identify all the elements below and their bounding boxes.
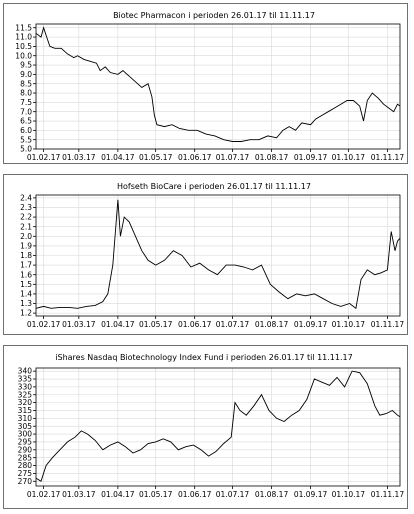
- y-tick-label: 285: [18, 453, 33, 462]
- x-tick-label: 01.07.17: [216, 320, 250, 329]
- x-tick-label: 01.02.17: [27, 490, 61, 499]
- x-tick-label: 01.09.17: [294, 320, 328, 329]
- x-tick-label: 01.09.17: [294, 153, 328, 162]
- y-tick-label: 9.0: [20, 70, 32, 79]
- price-series-line: [35, 26, 401, 142]
- y-tick-label: 275: [18, 469, 33, 478]
- x-tick-label: 01.08.17: [255, 320, 289, 329]
- y-tick-label: 325: [18, 390, 33, 399]
- x-tick-label: 01.09.17: [294, 490, 328, 499]
- y-tick-label: 320: [18, 398, 33, 407]
- x-tick-label: 01.07.17: [216, 153, 250, 162]
- y-tick-label: 300: [18, 430, 33, 439]
- y-tick-label: 7.0: [20, 107, 32, 116]
- x-tick-label: 01.10.17: [332, 153, 366, 162]
- x-tick-label: 01.07.17: [216, 490, 250, 499]
- y-tick-label: 1.2: [20, 309, 32, 318]
- y-tick-label: 270: [18, 477, 33, 486]
- y-tick-label: 2.4: [20, 193, 32, 202]
- x-tick-label: 01.05.17: [139, 153, 173, 162]
- y-tick-label: 2.2: [20, 213, 32, 222]
- y-tick-label: 280: [18, 461, 33, 470]
- y-tick-label: 1.4: [20, 290, 32, 299]
- y-tick-label: 305: [18, 422, 33, 431]
- chart-panel-hofseth-biocare: Hofseth BioCare i perioden 26.01.17 til …: [3, 174, 408, 335]
- x-tick-label: 01.04.17: [101, 320, 135, 329]
- x-tick-label: 01.06.17: [178, 490, 212, 499]
- y-tick-label: 2.1: [20, 222, 32, 231]
- y-tick-label: 315: [18, 406, 33, 415]
- y-tick-label: 10.5: [15, 42, 32, 51]
- x-tick-label: 01.02.17: [27, 153, 61, 162]
- y-tick-label: 10.0: [15, 51, 32, 60]
- x-tick-label: 01.06.17: [178, 153, 212, 162]
- y-tick-label: 310: [18, 414, 33, 423]
- x-tick-label: 01.04.17: [101, 153, 135, 162]
- x-tick-label: 01.11.17: [371, 490, 405, 499]
- x-tick-label: 01.05.17: [139, 490, 173, 499]
- chart-panel-ishares-nasdaq-biotech: iShares Nasdaq Biotechnology Index Fund …: [3, 345, 408, 509]
- y-tick-label: 340: [18, 367, 33, 376]
- y-tick-label: 335: [18, 375, 33, 384]
- y-tick-label: 6.0: [20, 126, 32, 135]
- x-tick-label: 01.11.17: [371, 320, 405, 329]
- chart-title: iShares Nasdaq Biotechnology Index Fund …: [55, 353, 352, 362]
- price-series-line: [35, 199, 401, 310]
- y-tick-label: 5.5: [20, 135, 32, 144]
- plot-area-frame: [35, 367, 401, 487]
- y-tick-label: 1.7: [20, 261, 32, 270]
- chart-title: Hofseth BioCare i perioden 26.01.17 til …: [117, 182, 311, 191]
- x-tick-label: 01.03.17: [62, 153, 96, 162]
- y-tick-label: 5.0: [20, 145, 32, 154]
- chart-hofseth-biocare: Hofseth BioCare i perioden 26.01.17 til …: [20, 182, 405, 329]
- y-tick-label: 1.9: [20, 241, 32, 250]
- y-tick-label: 8.5: [20, 79, 32, 88]
- y-tick-label: 8.0: [20, 89, 32, 98]
- y-tick-label: 330: [18, 382, 33, 391]
- y-tick-label: 1.3: [20, 299, 32, 308]
- x-tick-label: 01.10.17: [332, 320, 366, 329]
- x-tick-label: 01.04.17: [101, 490, 135, 499]
- plot-area-frame: [35, 23, 401, 150]
- chart-title: Biotec Pharmacon i perioden 26.01.17 til…: [113, 11, 315, 20]
- x-tick-label: 01.10.17: [332, 490, 366, 499]
- y-tick-label: 2.0: [20, 232, 32, 241]
- x-tick-label: 01.11.17: [371, 153, 405, 162]
- y-tick-label: 6.5: [20, 117, 32, 126]
- y-tick-label: 295: [18, 438, 33, 447]
- chart-panel-biotec-pharmacon: Biotec Pharmacon i perioden 26.01.17 til…: [3, 3, 408, 164]
- x-tick-label: 01.08.17: [255, 153, 289, 162]
- y-tick-label: 1.6: [20, 270, 32, 279]
- x-tick-label: 01.06.17: [178, 320, 212, 329]
- plot-area-frame: [35, 194, 401, 317]
- x-tick-label: 01.03.17: [62, 320, 96, 329]
- chart-ishares-nasdaq-biotech: iShares Nasdaq Biotechnology Index Fund …: [18, 353, 405, 499]
- x-tick-label: 01.03.17: [62, 490, 96, 499]
- x-tick-label: 01.08.17: [255, 490, 289, 499]
- price-series-line: [35, 370, 401, 482]
- y-tick-label: 1.8: [20, 251, 32, 260]
- y-tick-label: 9.5: [20, 61, 32, 70]
- y-tick-label: 2.3: [20, 203, 32, 212]
- y-tick-label: 11.0: [15, 33, 32, 42]
- y-tick-label: 1.5: [20, 280, 32, 289]
- y-tick-label: 7.5: [20, 98, 32, 107]
- y-tick-label: 11.5: [15, 23, 32, 32]
- x-tick-label: 01.05.17: [139, 320, 173, 329]
- chart-biotec-pharmacon: Biotec Pharmacon i perioden 26.01.17 til…: [15, 11, 405, 162]
- x-tick-label: 01.02.17: [27, 320, 61, 329]
- y-tick-label: 290: [18, 445, 33, 454]
